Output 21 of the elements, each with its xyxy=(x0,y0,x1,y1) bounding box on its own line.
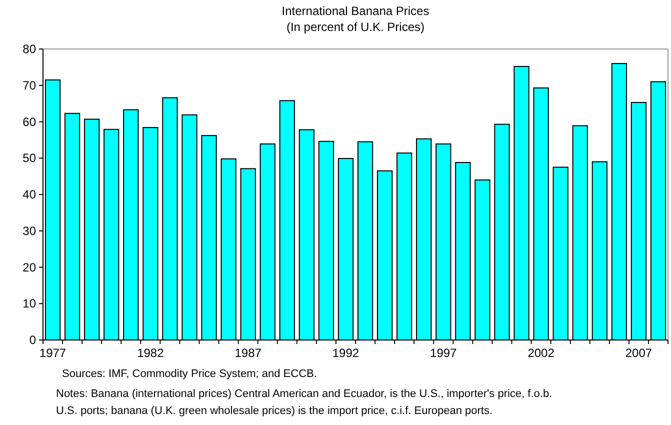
y-tick-label: 30 xyxy=(22,224,36,238)
x-tick-label: 1987 xyxy=(234,346,262,360)
y-tick-label: 40 xyxy=(22,188,36,202)
y-tick-label: 70 xyxy=(22,78,36,92)
x-tick-label: 1982 xyxy=(137,346,164,360)
chart-subtitle: (In percent of U.K. Prices) xyxy=(286,20,425,34)
text: U.S. ports; banana (U.K. green wholesale prices) is the import price, c.i.f. European ports. xyxy=(56,405,493,417)
x-tick-label: 1992 xyxy=(332,346,360,360)
y-tick-label: 20 xyxy=(22,260,36,274)
y-tick-label: 0 xyxy=(29,333,36,347)
x-tick-label: 1977 xyxy=(39,346,66,360)
x-tick-label: 1997 xyxy=(430,346,458,360)
chart-title: International Banana Prices xyxy=(282,4,430,18)
x-tick-label: 2007 xyxy=(625,346,652,360)
text: Notes: Banana (international prices) Central American and Ecuador, is the U.S., importer's price, f.o.b. xyxy=(56,388,552,400)
x-tick-label: 2002 xyxy=(528,346,555,360)
y-tick-label: 80 xyxy=(22,42,36,56)
y-tick-label: 60 xyxy=(22,114,36,129)
y-tick-label: 50 xyxy=(22,151,36,166)
y-tick-label: 10 xyxy=(22,296,36,311)
source-note: Sources: IMF, Commodity Price System; and ECCB. xyxy=(62,368,317,380)
